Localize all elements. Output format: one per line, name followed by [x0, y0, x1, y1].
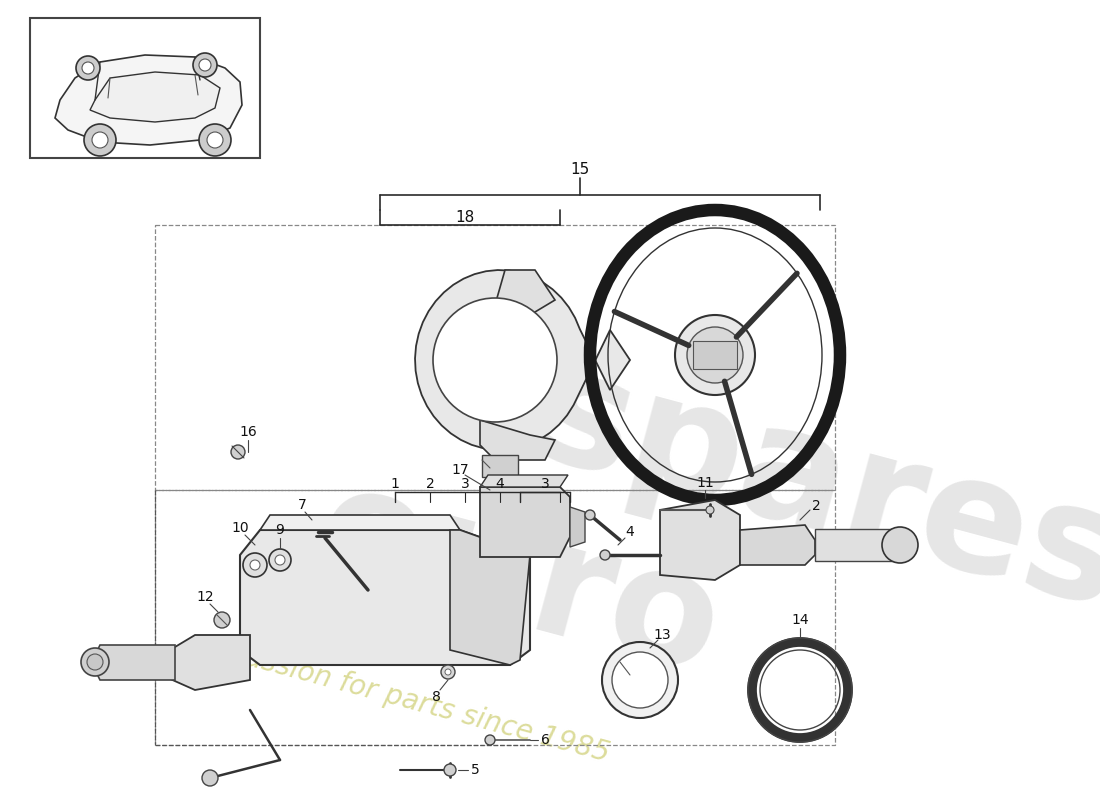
Text: 4: 4 [496, 477, 505, 491]
Circle shape [275, 555, 285, 565]
Text: 3: 3 [461, 477, 470, 491]
Polygon shape [480, 487, 570, 557]
Circle shape [192, 53, 217, 77]
Polygon shape [415, 270, 630, 450]
Text: 18: 18 [455, 210, 474, 226]
Circle shape [485, 735, 495, 745]
Text: 14: 14 [791, 613, 808, 627]
Circle shape [207, 132, 223, 148]
Text: 16: 16 [239, 425, 257, 439]
Bar [482, 455, 518, 477]
Text: 17: 17 [451, 463, 469, 477]
Circle shape [81, 648, 109, 676]
Circle shape [87, 654, 103, 670]
Circle shape [602, 642, 678, 718]
Circle shape [688, 327, 742, 383]
Polygon shape [660, 500, 740, 580]
Polygon shape [450, 530, 530, 665]
Text: 1: 1 [390, 477, 399, 491]
Polygon shape [480, 475, 568, 487]
Polygon shape [260, 515, 460, 530]
Circle shape [82, 62, 94, 74]
Bar [30, 18, 260, 158]
Circle shape [433, 298, 557, 422]
Text: 5: 5 [471, 763, 480, 777]
Circle shape [441, 665, 455, 679]
Circle shape [76, 56, 100, 80]
Circle shape [706, 506, 714, 514]
Circle shape [199, 124, 231, 156]
Circle shape [585, 510, 595, 520]
Text: 2: 2 [812, 499, 821, 513]
Polygon shape [240, 530, 530, 665]
Text: 15: 15 [571, 162, 590, 178]
Circle shape [243, 553, 267, 577]
Polygon shape [815, 529, 900, 561]
Circle shape [214, 612, 230, 628]
Bar [693, 341, 737, 369]
Circle shape [199, 59, 211, 71]
Text: euro: euro [300, 452, 737, 708]
Circle shape [202, 770, 218, 786]
Polygon shape [570, 507, 585, 547]
Polygon shape [168, 635, 250, 690]
Circle shape [600, 550, 610, 560]
Circle shape [84, 124, 116, 156]
Text: 11: 11 [696, 476, 714, 490]
Polygon shape [480, 420, 556, 460]
Text: 12: 12 [196, 590, 213, 604]
Circle shape [446, 669, 451, 675]
Circle shape [882, 527, 918, 563]
Text: 8: 8 [431, 690, 440, 704]
Circle shape [250, 560, 260, 570]
Text: spares: spares [520, 338, 1100, 642]
Text: 6: 6 [540, 733, 549, 747]
Polygon shape [55, 55, 242, 145]
Circle shape [612, 652, 668, 708]
Text: 9: 9 [276, 523, 285, 537]
Text: 10: 10 [231, 521, 249, 535]
Circle shape [92, 132, 108, 148]
Circle shape [444, 764, 456, 776]
Circle shape [270, 549, 292, 571]
Polygon shape [495, 270, 556, 315]
Text: 4: 4 [626, 525, 635, 539]
Circle shape [231, 445, 245, 459]
Text: a passion for parts since 1985: a passion for parts since 1985 [200, 632, 613, 768]
Text: 2: 2 [426, 477, 434, 491]
Text: 13: 13 [653, 628, 671, 642]
Polygon shape [90, 72, 220, 122]
Bar [155, 490, 835, 745]
Text: 3: 3 [540, 477, 549, 491]
Circle shape [675, 315, 755, 395]
Polygon shape [95, 645, 175, 680]
Text: 7: 7 [298, 498, 307, 512]
Polygon shape [740, 525, 815, 565]
Bar [155, 225, 835, 490]
